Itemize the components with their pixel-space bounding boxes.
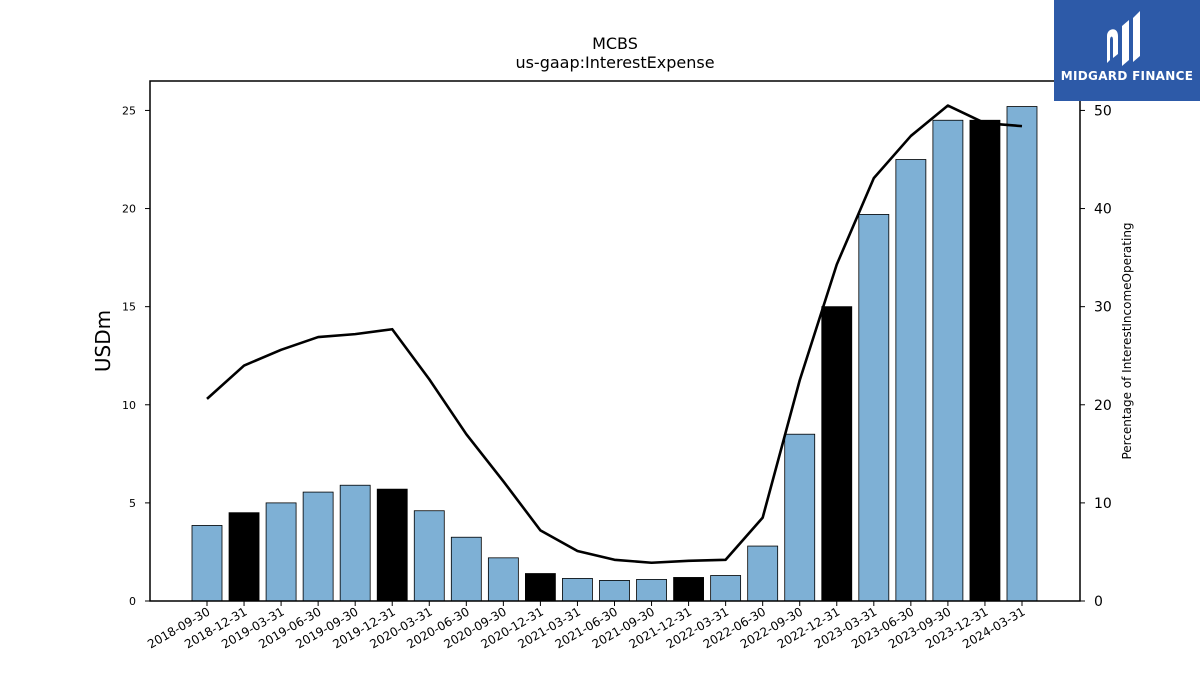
bar bbox=[858, 214, 890, 602]
bar bbox=[969, 119, 1001, 602]
bar bbox=[339, 484, 371, 602]
chart-title: MCBS bbox=[592, 34, 638, 53]
bar bbox=[821, 306, 853, 602]
y-tick-label: 5 bbox=[129, 497, 136, 510]
bar bbox=[191, 525, 223, 602]
x-axis: 2018-09-302018-12-312019-03-312019-06-30… bbox=[145, 601, 1027, 651]
y-tick-label: 20 bbox=[122, 203, 136, 216]
bar bbox=[487, 557, 519, 602]
bar-series bbox=[191, 106, 1038, 602]
bar bbox=[1006, 106, 1038, 602]
bar bbox=[599, 580, 630, 602]
y-tick-label: 0 bbox=[129, 595, 136, 608]
bar bbox=[450, 536, 482, 602]
bar bbox=[265, 502, 297, 602]
y2-tick-label: 30 bbox=[1094, 300, 1112, 316]
y2-tick-label: 10 bbox=[1094, 496, 1112, 512]
y2-tick-label: 50 bbox=[1094, 103, 1112, 119]
right-axis: 0 10 20 30 40 50 bbox=[1080, 103, 1112, 610]
bar bbox=[562, 578, 593, 602]
bar bbox=[895, 159, 927, 602]
bar bbox=[747, 545, 779, 602]
bar bbox=[932, 119, 964, 602]
y-tick-label: 10 bbox=[122, 399, 136, 412]
left-axis: 0 5 10 15 20 25 bbox=[122, 104, 150, 608]
bar bbox=[784, 433, 816, 602]
bar bbox=[302, 491, 334, 602]
bar bbox=[228, 512, 260, 602]
bar bbox=[673, 577, 704, 602]
bar bbox=[525, 573, 556, 602]
y2-axis-label: Percentage of InterestIncomeOperating bbox=[1120, 222, 1134, 459]
y2-tick-label: 40 bbox=[1094, 202, 1112, 218]
brand-name: MIDGARD FINANCE bbox=[1060, 69, 1194, 83]
bar bbox=[636, 579, 667, 602]
bar bbox=[710, 575, 742, 602]
brand-mark-icon bbox=[1107, 11, 1140, 66]
line-series bbox=[206, 104, 1023, 565]
y-axis-label: USDm bbox=[91, 310, 115, 372]
series-line bbox=[206, 104, 1023, 565]
y2-tick-label: 0 bbox=[1094, 594, 1103, 610]
plot-frame bbox=[149, 80, 1081, 602]
chart-subtitle: us-gaap:InterestExpense bbox=[515, 53, 714, 72]
y-tick-label: 25 bbox=[122, 104, 136, 117]
bar bbox=[376, 488, 408, 602]
y2-tick-label: 20 bbox=[1094, 398, 1112, 414]
bar bbox=[413, 510, 445, 602]
y-tick-label: 15 bbox=[122, 301, 136, 314]
brand-logo: MIDGARD FINANCE bbox=[1054, 0, 1200, 101]
